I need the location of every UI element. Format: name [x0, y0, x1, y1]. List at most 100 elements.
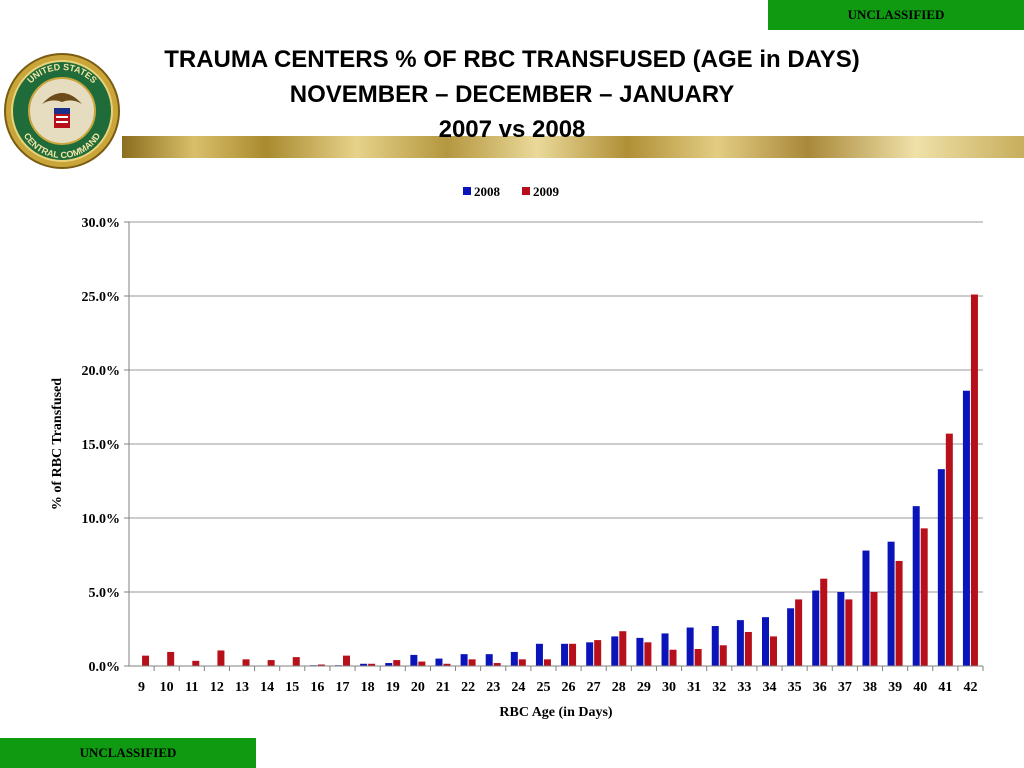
axes	[128, 222, 984, 671]
bar-2009-day-22	[468, 659, 476, 666]
x-tick-label: 19	[386, 680, 400, 695]
bar-2009-day-31	[694, 648, 702, 666]
x-axis-title: RBC Age (in Days)	[499, 705, 613, 720]
y-tick-label: 10.0%	[82, 512, 121, 527]
y-axis-title: % of RBC Transfused	[50, 378, 65, 510]
bar-2009-day-17	[343, 655, 350, 666]
bar-2008-day-42	[962, 390, 970, 666]
bar-2008-day-35	[787, 608, 795, 666]
x-tick-label: 15	[285, 680, 299, 695]
x-tick-label: 9	[138, 680, 145, 695]
bar-2009-day-15	[292, 657, 300, 666]
x-tick-label: 18	[361, 680, 375, 695]
x-tick-label: 32	[712, 680, 726, 695]
legend-swatch-2009	[522, 187, 530, 195]
legend-label-2009: 2009	[533, 184, 560, 199]
x-tick-label: 26	[562, 680, 576, 695]
bar-2009-day-40	[920, 528, 928, 666]
y-tick-label: 25.0%	[82, 290, 121, 305]
bar-2009-day-23	[493, 663, 501, 666]
bar-2009-day-11	[192, 660, 200, 666]
y-tick-label: 0.0%	[89, 660, 121, 675]
bar-2008-day-33	[736, 620, 744, 666]
legend-swatch-2008	[463, 187, 471, 195]
x-tick-label: 13	[235, 680, 249, 695]
bar-2008-day-30	[661, 633, 669, 666]
bar-2009-day-16	[317, 664, 325, 666]
bars	[142, 294, 978, 666]
bar-2009-day-38	[870, 592, 878, 666]
y-tick-label: 5.0%	[89, 586, 121, 601]
x-tick-label: 31	[687, 680, 701, 695]
bar-2009-day-41	[945, 433, 953, 666]
x-tick-label: 23	[486, 680, 500, 695]
bar-2009-day-26	[569, 643, 577, 666]
x-tick-label: 25	[536, 680, 550, 695]
bar-2008-day-26	[561, 643, 569, 666]
bar-2008-day-24	[510, 651, 518, 666]
bar-2008-day-40	[912, 506, 920, 666]
bar-2009-day-34	[770, 636, 777, 666]
chart-title-line-1: TRAUMA CENTERS % OF RBC TRANSFUSED (AGE …	[164, 46, 860, 73]
bar-2008-day-23	[485, 654, 493, 666]
bar-2009-day-21	[443, 663, 451, 666]
legend: 2008 2009	[463, 184, 560, 199]
bar-2009-day-36	[820, 578, 828, 666]
bar-2008-day-41	[937, 469, 945, 666]
x-tick-label: 38	[863, 680, 877, 695]
x-tick-label: 22	[461, 680, 475, 695]
bar-2008-day-27	[586, 642, 594, 666]
bar-2009-day-25	[543, 659, 551, 666]
x-tick-label: 29	[637, 680, 651, 695]
x-tick-label: 28	[612, 680, 626, 695]
x-tick-label: 12	[210, 680, 224, 695]
bar-2009-day-29	[644, 642, 652, 666]
bar-2008-day-18	[360, 663, 368, 666]
bar-2008-day-34	[762, 617, 769, 666]
x-tick-label: 17	[336, 680, 350, 695]
x-tick-label: 34	[763, 680, 777, 695]
bar-2009-day-9	[142, 655, 150, 666]
legend-label-2008: 2008	[474, 184, 501, 199]
x-tick-label: 21	[436, 680, 450, 695]
x-tick-label: 24	[511, 680, 525, 695]
bar-2008-day-19	[385, 663, 393, 666]
x-tick-label: 20	[411, 680, 425, 695]
bar-2009-day-27	[594, 640, 602, 666]
bar-2008-day-22	[460, 654, 468, 666]
x-tick-label: 11	[185, 680, 198, 695]
bar-2008-day-21	[435, 658, 443, 666]
y-tick-label: 15.0%	[82, 438, 121, 453]
x-tick-label: 37	[838, 680, 852, 695]
classification-banner-bottom: UNCLASSIFIED	[0, 738, 256, 768]
bar-2009-day-30	[669, 649, 677, 666]
bar-2009-day-33	[744, 631, 752, 666]
bar-2008-day-25	[535, 643, 543, 666]
bar-2009-day-20	[418, 661, 426, 666]
y-tick-label: 20.0%	[82, 364, 121, 379]
bar-2009-day-42	[970, 294, 978, 666]
bar-2008-day-36	[812, 590, 820, 666]
x-tick-label: 14	[260, 680, 274, 695]
bar-2009-day-14	[267, 660, 275, 666]
gridlines	[124, 221, 983, 667]
x-tick-label: 10	[160, 680, 174, 695]
y-tick-label: 30.0%	[82, 216, 121, 231]
bar-2009-day-18	[368, 663, 376, 666]
x-tick-label: 16	[310, 680, 324, 695]
bar-2009-day-32	[719, 645, 727, 666]
x-tick-label: 36	[813, 680, 827, 695]
bar-2008-day-31	[686, 627, 694, 666]
central-command-seal: UNITED STATES CENTRAL COMMAND	[4, 53, 120, 169]
bar-2009-day-12	[217, 650, 225, 666]
bar-2009-day-39	[895, 560, 903, 666]
bar-2009-day-35	[795, 599, 803, 666]
bar-2009-day-13	[242, 659, 250, 666]
bar-2009-day-28	[619, 631, 627, 666]
chart-title-line-2: NOVEMBER – DECEMBER – JANUARY	[289, 81, 735, 108]
bar-2008-day-32	[711, 626, 719, 666]
x-tick-label: 27	[587, 680, 601, 695]
bar-2009-day-19	[393, 660, 401, 666]
bar-2008-day-29	[636, 637, 644, 666]
